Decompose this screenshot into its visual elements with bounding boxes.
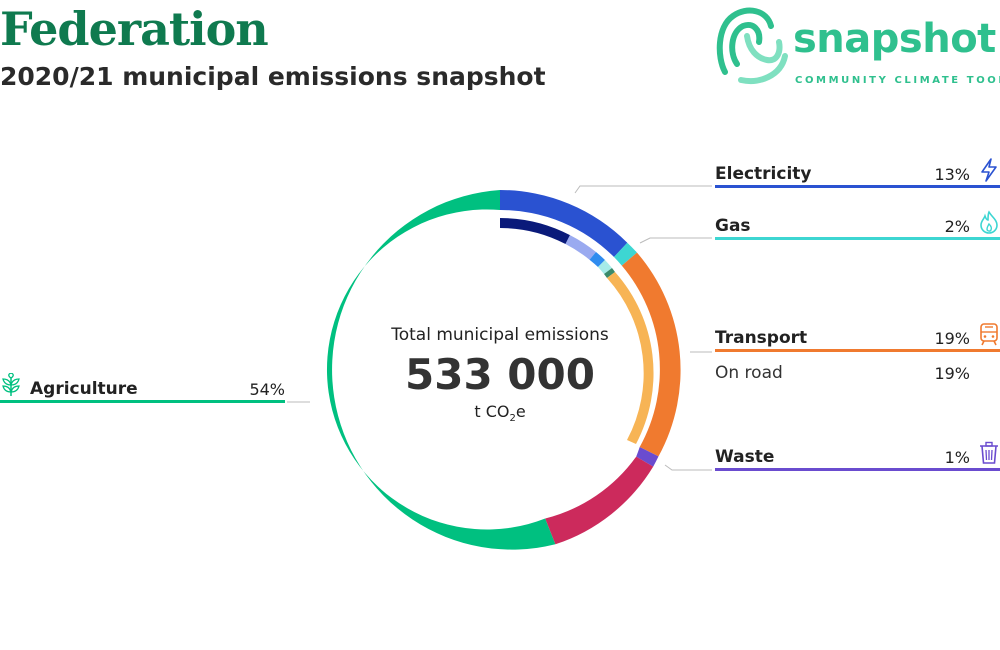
leader-line-gas [639, 237, 712, 244]
legend-rule-electricity [715, 185, 1000, 188]
inner-segment-electricity-light [565, 235, 596, 260]
legend-pct-gas: 2% [944, 217, 970, 236]
inner-segment-electricity-mid [589, 252, 605, 267]
legend-row-gas: Gas 2% [715, 210, 1000, 240]
legend-row-electricity: Electricity 13% [715, 158, 1000, 188]
inner-segment-gas-dark [604, 268, 615, 278]
legend-row-transport: Transport 19% [715, 322, 1000, 352]
plant-icon [2, 373, 20, 396]
legend-rule-agriculture [0, 400, 285, 403]
legend-pct-agriculture: 54% [249, 380, 285, 399]
train-icon [980, 323, 998, 346]
legend-row-agriculture: Agriculture 54% [0, 373, 285, 403]
inner-segment-transport-on-road [607, 272, 654, 444]
flame-icon [980, 210, 998, 234]
legend-pct-electricity: 13% [934, 165, 970, 184]
page-title: Federation [0, 2, 269, 56]
snapshot-swirl-icon [716, 7, 788, 84]
donut-segment-gas [614, 242, 637, 266]
inner-segment-electricity-dark [500, 218, 570, 244]
leader-line-electricity [574, 185, 712, 194]
total-value: 533 000 [405, 350, 595, 399]
donut-segment-unlabeled [545, 456, 654, 545]
logo-wordmark: snapshot [793, 16, 996, 62]
legend-label-transport: Transport [715, 328, 808, 348]
donut-segment-electricity [500, 189, 628, 257]
legend-label-agriculture: Agriculture [30, 379, 138, 399]
legend-row-on-road: On road 19% [715, 357, 1000, 387]
logo-tagline: COMMUNITY CLIMATE TOOL [795, 75, 1000, 86]
trash-icon [980, 441, 998, 464]
legend-rule-transport [715, 349, 1000, 352]
total-unit: t CO2e [474, 402, 526, 425]
donut-segment-transport [621, 252, 681, 457]
legend-label-electricity: Electricity [715, 164, 812, 184]
total-label: Total municipal emissions [391, 325, 609, 345]
leader-line-waste [664, 464, 712, 471]
legend-pct-on-road: 19% [934, 364, 970, 383]
page-subtitle: 2020/21 municipal emissions snapshot [0, 62, 546, 91]
lightning-icon [981, 158, 997, 182]
legend-rule-waste [715, 468, 1000, 471]
legend-label-on-road: On road [715, 363, 783, 383]
legend-rule-gas [715, 237, 1000, 240]
legend-label-gas: Gas [715, 216, 751, 236]
legend-pct-waste: 1% [944, 448, 970, 467]
donut-segment-waste [636, 447, 659, 467]
legend-label-waste: Waste [715, 447, 775, 467]
inner-segment-gas-light [598, 260, 612, 274]
legend-pct-transport: 19% [934, 329, 970, 348]
legend-row-waste: Waste 1% [715, 441, 1000, 471]
snapshot-logo: snapshot COMMUNITY CLIMATE TOOL [715, 2, 1000, 88]
